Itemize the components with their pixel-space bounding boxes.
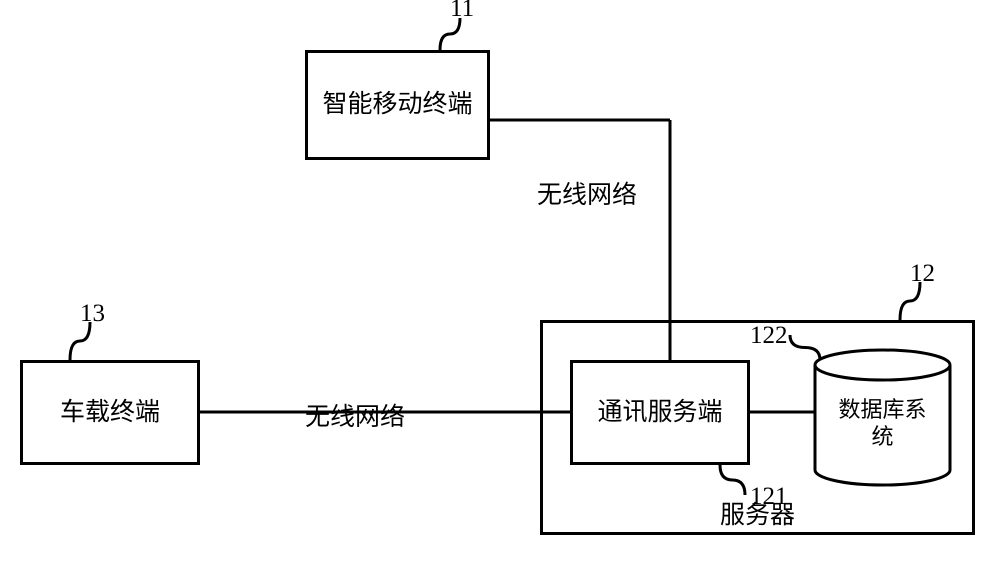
database-label: 数据库系统	[830, 396, 935, 451]
vehicle-terminal-box: 车载终端	[20, 360, 200, 465]
vehicle-terminal-label: 车载终端	[60, 397, 160, 428]
edge-vehicle-comm-label: 无线网络	[305, 397, 405, 433]
mobile-terminal-label: 智能移动终端	[322, 89, 472, 120]
comm-server-label: 通讯服务端	[597, 397, 722, 428]
diagram-canvas: 智能移动终端 车载终端 通讯服务端 服务器 数据库系统 无线网络 无线网络 11…	[0, 0, 1000, 578]
ref-num-12: 12	[910, 260, 935, 288]
mobile-terminal-box: 智能移动终端	[305, 50, 490, 160]
ref-num-122: 122	[750, 322, 788, 350]
edge-mobile-comm-label: 无线网络	[537, 175, 637, 211]
ref-num-121: 121	[750, 483, 788, 511]
ref-num-13: 13	[80, 300, 105, 328]
ref-num-11: 11	[450, 0, 474, 23]
comm-server-box: 通讯服务端	[570, 360, 750, 465]
